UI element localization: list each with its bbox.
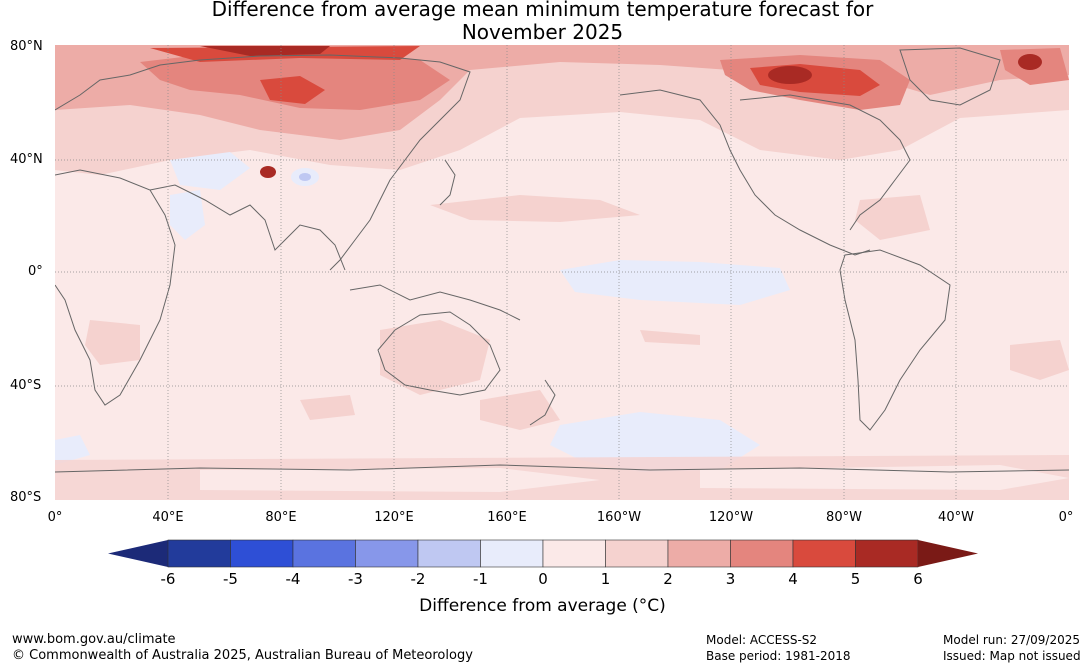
colorbar-tick-label: -4 — [285, 570, 301, 588]
colorbar-tick-label: -3 — [348, 570, 363, 588]
map-title-line1: Difference from average mean minimum tem… — [211, 0, 874, 21]
footer-website: www.bom.gov.au/climate — [12, 632, 176, 647]
lon-label-0-east: 0° — [1058, 510, 1074, 525]
colorbar-tick-label: -2 — [410, 570, 426, 588]
footer-model-run: Model run: 27/09/2025 — [943, 633, 1081, 647]
colorbar-segment — [605, 539, 669, 568]
colorbar-segment — [230, 539, 294, 568]
colorbar-tick-label: 2 — [663, 570, 673, 588]
colorbar-tick-label: 3 — [725, 570, 736, 588]
colorbar-segment — [417, 539, 481, 568]
lon-label-120w: 120°W — [708, 510, 754, 525]
colorbar-tick-label: 1 — [600, 570, 611, 588]
colorbar-under-arrow — [108, 540, 168, 567]
lat-label-40s: 40°S — [10, 378, 42, 393]
colorbar-tick-label: -1 — [473, 570, 488, 588]
lon-label-0: 0° — [47, 510, 63, 525]
footer-issued: Issued: Map not issued — [943, 649, 1081, 663]
colorbar-segment — [355, 539, 419, 568]
colorbar-tick-label: -5 — [223, 570, 238, 588]
colorbar-segment — [542, 539, 606, 568]
colorbar-segment — [292, 539, 356, 568]
lat-label-80n: 80°N — [10, 39, 43, 54]
lat-label-80s: 80°S — [10, 490, 42, 505]
footer-copyright: © Commonwealth of Australia 2025, Austra… — [12, 648, 473, 663]
graticule — [55, 45, 1069, 500]
colorbar-over-arrow — [918, 540, 978, 567]
lon-label-80w: 80°W — [826, 510, 862, 525]
lon-label-120e: 120°E — [374, 510, 414, 525]
lon-label-40e: 40°E — [152, 510, 184, 525]
lon-label-80e: 80°E — [265, 510, 297, 525]
colorbar-tick-label: 0 — [538, 570, 548, 588]
footer-base-period: Base period: 1981-2018 — [706, 649, 851, 663]
colorbar-segment — [855, 539, 919, 568]
lat-label-0: 0° — [28, 264, 43, 279]
colorbar-tick-label: 5 — [850, 570, 861, 588]
anomaly-field — [55, 45, 1069, 500]
coastlines — [55, 47, 1069, 473]
colorbar-segment — [167, 539, 231, 568]
lat-label-40n: 40°N — [10, 152, 43, 167]
lon-label-40w: 40°W — [938, 510, 974, 525]
footer-model: Model: ACCESS-S2 — [706, 633, 818, 647]
colorbar-segment — [730, 539, 794, 568]
colorbar-tick-label: 6 — [913, 570, 923, 588]
colorbar-segment — [792, 539, 856, 568]
colorbar — [108, 539, 978, 568]
lon-label-160e: 160°E — [487, 510, 527, 525]
colorbar-title: Difference from average (°C) — [419, 596, 666, 616]
lon-label-160w: 160°W — [596, 510, 642, 525]
colorbar-tick-label: 4 — [788, 570, 798, 588]
colorbar-segment — [480, 539, 544, 568]
colorbar-tick-label: -6 — [160, 570, 176, 588]
map-title-line2: November 2025 — [461, 20, 624, 44]
colorbar-segment — [667, 539, 731, 568]
